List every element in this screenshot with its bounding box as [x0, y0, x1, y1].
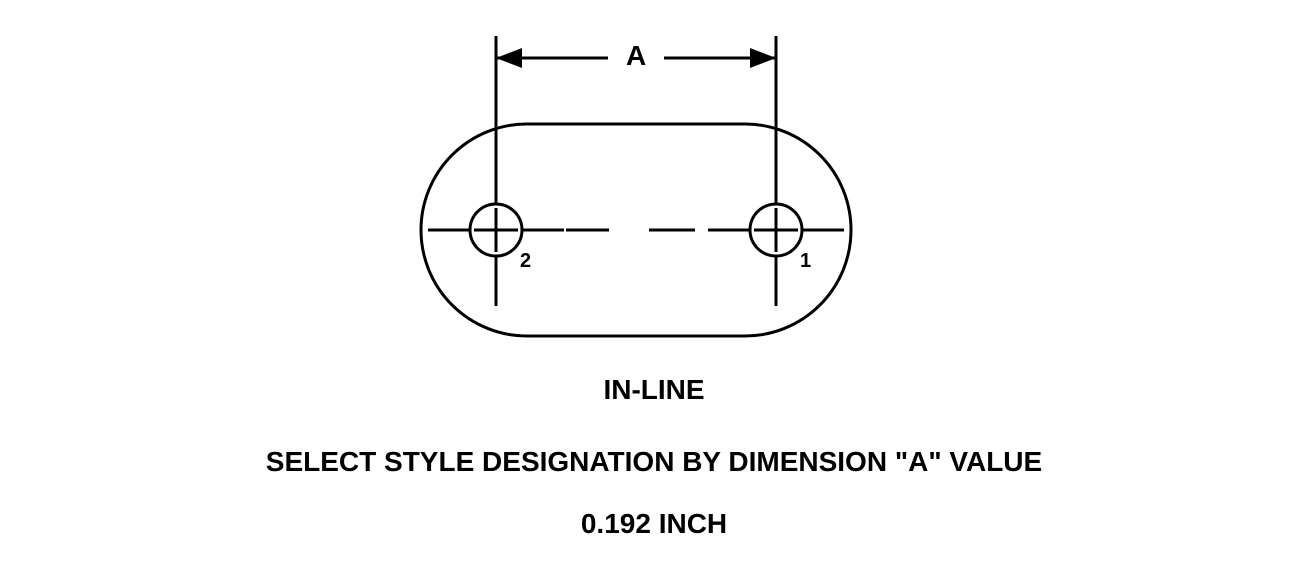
- hole-1-label: 1: [800, 250, 811, 273]
- hole-2-label: 2: [520, 250, 531, 273]
- technical-diagram: A 2 1 IN-LINE SELECT STYLE DESIGNATION B…: [0, 0, 1308, 576]
- diagram-svg: [0, 0, 1308, 576]
- dimension-a-label: A: [626, 40, 646, 72]
- caption-value: 0.192 INCH: [0, 508, 1308, 540]
- caption-inline: IN-LINE: [0, 374, 1308, 406]
- caption-instruction: SELECT STYLE DESIGNATION BY DIMENSION "A…: [0, 446, 1308, 478]
